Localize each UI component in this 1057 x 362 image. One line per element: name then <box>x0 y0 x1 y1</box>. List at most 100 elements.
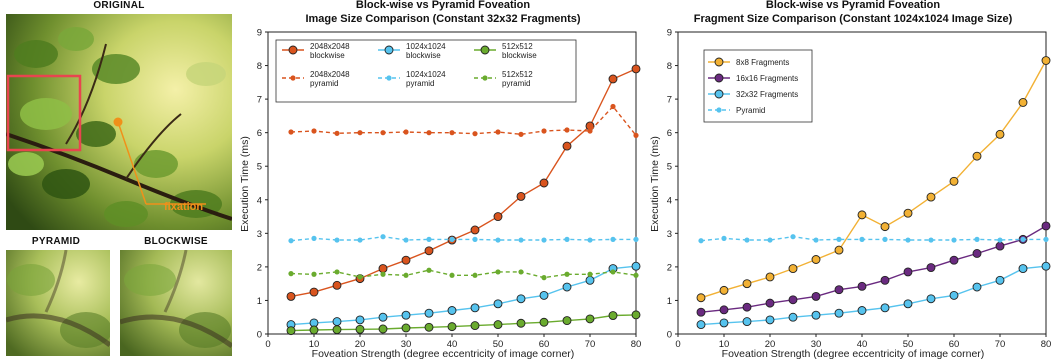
data-point <box>1041 261 1051 271</box>
data-point <box>631 64 641 74</box>
data-point <box>949 290 959 300</box>
x-tick-label: 20 <box>355 339 366 350</box>
x-tick-label: 50 <box>493 339 504 350</box>
data-point <box>426 267 432 273</box>
y-tick-label: 1 <box>257 296 262 307</box>
data-point <box>426 236 432 242</box>
x-tick-label: 80 <box>631 339 642 350</box>
data-point <box>449 236 455 242</box>
legend-label: 512x512 blockwise <box>502 42 537 60</box>
data-point <box>834 285 844 295</box>
data-point <box>698 238 704 244</box>
data-point <box>424 308 434 318</box>
series-line <box>700 265 1047 326</box>
data-point <box>903 208 913 218</box>
data-point <box>926 294 936 304</box>
data-point <box>696 307 706 317</box>
data-point <box>765 315 775 325</box>
data-point <box>949 176 959 186</box>
data-point <box>587 128 593 134</box>
x-tick-label: 40 <box>857 339 868 350</box>
y-tick-label: 6 <box>667 128 672 139</box>
data-point <box>493 299 503 309</box>
legend-label: 16x16 Fragments <box>736 74 798 83</box>
data-point <box>562 282 572 292</box>
data-point <box>1041 221 1051 231</box>
data-point <box>834 308 844 318</box>
data-point <box>587 271 593 277</box>
data-point <box>880 303 890 313</box>
series-16x16-fragments <box>696 221 1051 317</box>
data-point <box>974 236 980 242</box>
data-point <box>633 272 639 278</box>
x-tick-label: 20 <box>765 339 776 350</box>
x-tick-label: 0 <box>265 339 270 350</box>
data-point <box>357 274 363 280</box>
data-point <box>449 130 455 136</box>
y-tick-label: 9 <box>667 28 672 39</box>
blockwise-image <box>120 250 232 356</box>
x-tick-label: 60 <box>539 339 550 350</box>
data-point <box>380 130 386 136</box>
data-point <box>539 317 549 327</box>
data-point <box>765 272 775 282</box>
data-point <box>857 281 867 291</box>
y-tick-label: 8 <box>667 61 672 72</box>
data-point <box>719 318 729 328</box>
data-point <box>380 234 386 240</box>
data-point <box>951 237 957 243</box>
data-point <box>380 271 386 277</box>
chart1-legend: 2048x2048 blockwise 1024x1024 blockwise 512x… <box>275 39 577 103</box>
data-point <box>564 271 570 277</box>
data-point <box>788 312 798 322</box>
legend-box <box>275 39 577 103</box>
data-point <box>541 275 547 281</box>
x-tick-label: 70 <box>585 339 596 350</box>
data-point <box>926 263 936 273</box>
data-point <box>516 318 526 328</box>
series-2048x2048-pyramid <box>288 103 639 138</box>
x-tick-label: 40 <box>447 339 458 350</box>
x-tick-label: 50 <box>903 339 914 350</box>
data-point <box>332 280 342 290</box>
data-point <box>541 237 547 243</box>
data-point <box>813 237 819 243</box>
data-point <box>585 275 595 285</box>
data-point <box>495 237 501 243</box>
x-tick-label: 30 <box>401 339 412 350</box>
data-point <box>811 310 821 320</box>
series-line <box>290 269 637 279</box>
y-tick-label: 5 <box>667 162 672 173</box>
data-point <box>859 236 865 242</box>
data-point <box>949 255 959 265</box>
data-point <box>332 317 342 327</box>
data-point <box>286 291 296 301</box>
data-point <box>608 74 618 84</box>
data-point <box>696 320 706 330</box>
series-line <box>700 235 1046 242</box>
series-line <box>700 60 1047 299</box>
legend-swatch-marker <box>290 75 296 81</box>
data-point <box>721 235 727 241</box>
data-point <box>378 264 388 274</box>
data-point <box>288 238 294 244</box>
legend-swatch-marker <box>714 57 724 67</box>
data-point <box>742 317 752 327</box>
data-point <box>309 325 319 335</box>
data-point <box>449 272 455 278</box>
series-8x8-fragments <box>696 56 1051 303</box>
legend-swatch-marker <box>386 75 392 81</box>
data-point <box>516 294 526 304</box>
data-point <box>493 212 503 222</box>
data-point <box>836 236 842 242</box>
data-point <box>311 128 317 134</box>
data-point <box>378 324 388 334</box>
data-point <box>357 237 363 243</box>
chart-image-size-comparison: Block-wise vs Pyramid Foveation Image Si… <box>239 0 642 360</box>
data-point <box>334 130 340 136</box>
data-point <box>311 235 317 241</box>
data-point <box>541 128 547 134</box>
data-point <box>564 127 570 133</box>
series-line <box>290 105 637 136</box>
data-point <box>633 132 639 138</box>
